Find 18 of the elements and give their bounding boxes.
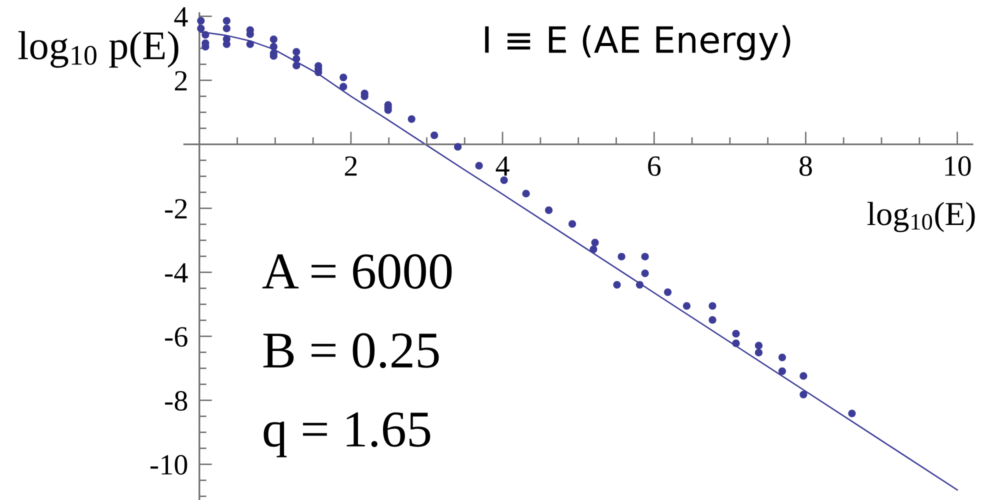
x-axis-title: log$_{10}$(E): [867, 202, 975, 232]
annotation: A = 6000: [262, 254, 452, 289]
annotation: B = 0.25: [263, 333, 439, 368]
y-axis-title: log$_{10}$ p(E): [18, 31, 178, 68]
y-tick-label: -4: [165, 263, 188, 282]
x-tick-label: 8: [800, 156, 812, 176]
y-tick-label: 2: [174, 71, 187, 90]
chart-title: I ≡ E (AE Energy): [485, 25, 790, 60]
y-tick-label: -10: [150, 455, 188, 475]
annotation: q = 1.65: [264, 412, 430, 458]
x-tick-label: 6: [648, 156, 661, 176]
y-tick-label: -6: [165, 327, 188, 347]
y-tick-label: -2: [165, 199, 187, 218]
x-tick-label: 4: [496, 156, 510, 176]
y-tick-label: 4: [174, 7, 188, 26]
y-tick-label: -8: [165, 391, 188, 411]
x-tick-label: 2: [344, 156, 357, 176]
x-tick-label: 10: [945, 156, 971, 176]
